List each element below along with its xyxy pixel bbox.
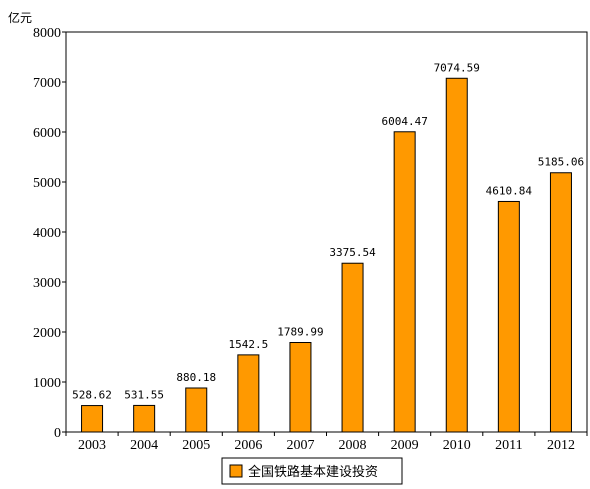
y-tick-label: 6000 xyxy=(33,126,61,141)
legend-swatch xyxy=(229,464,243,478)
y-tick-label: 3000 xyxy=(33,276,61,291)
bar-2004 xyxy=(133,404,156,433)
y-tick-label: 2000 xyxy=(33,326,61,341)
bar-2011 xyxy=(497,200,520,433)
bar-2005 xyxy=(185,387,208,433)
x-tick-label-2010: 2010 xyxy=(443,438,471,453)
legend-box xyxy=(221,457,403,485)
bar-2007 xyxy=(289,342,312,433)
legend-label: 全国铁路基本建设投资 xyxy=(248,464,378,480)
x-tick-label-2012: 2012 xyxy=(547,438,575,453)
y-tick-label: 5000 xyxy=(33,176,61,191)
y-tick-label: 4000 xyxy=(33,226,61,241)
plot-area: 0 1000 2000 3000 4000 5000 6000 7000 8000 528.62 2… xyxy=(33,26,588,453)
data-label-2010: 7074.59 xyxy=(434,61,480,74)
x-tick-label-2006: 2006 xyxy=(234,438,262,453)
data-label-2006: 1542.5 xyxy=(228,338,268,351)
data-label-2009: 6004.47 xyxy=(381,115,427,128)
x-tick-label-2005: 2005 xyxy=(182,438,210,453)
bar-2008 xyxy=(341,262,364,433)
bar-2009 xyxy=(393,131,416,433)
x-tick-label-2011: 2011 xyxy=(495,438,522,453)
y-tick-label: 0 xyxy=(54,426,61,441)
data-label-2005: 880.18 xyxy=(176,371,216,384)
bar-2006 xyxy=(237,354,260,433)
bar-2003 xyxy=(81,405,104,433)
data-label-2012: 5185.06 xyxy=(538,156,584,169)
y-tick-label: 8000 xyxy=(33,26,61,41)
y-axis-unit-label: 亿元 xyxy=(8,10,32,25)
x-tick-label-2007: 2007 xyxy=(286,438,314,453)
bar-2012 xyxy=(549,172,572,433)
x-tick-label-2004: 2004 xyxy=(130,438,158,453)
data-label-2011: 4610.84 xyxy=(486,184,533,197)
data-label-2004: 531.55 xyxy=(124,388,164,401)
y-tick-label: 1000 xyxy=(33,376,61,391)
legend: 全国铁路基本建设投资 xyxy=(221,457,403,485)
data-label-2008: 3375.54 xyxy=(329,246,376,259)
x-tick-label-2008: 2008 xyxy=(339,438,367,453)
data-label-2007: 1789.99 xyxy=(277,326,323,339)
bar-2010 xyxy=(445,77,468,433)
x-tick-label-2009: 2009 xyxy=(391,438,419,453)
x-tick-label-2003: 2003 xyxy=(78,438,106,453)
y-tick-label: 7000 xyxy=(33,76,61,91)
data-label-2003: 528.62 xyxy=(72,389,112,402)
